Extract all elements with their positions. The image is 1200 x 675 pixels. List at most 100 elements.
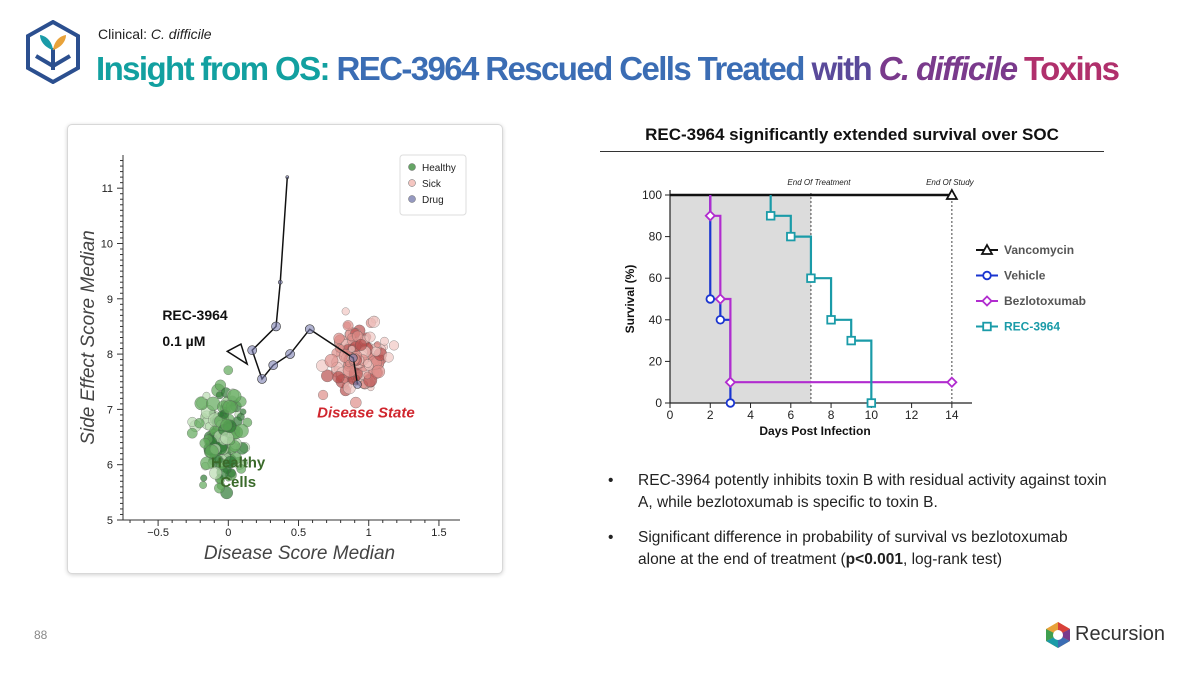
drug-trajectory-line xyxy=(251,177,359,385)
legend-label: Bezlotoxumab xyxy=(1004,294,1086,308)
recursion-hexagon-icon xyxy=(1046,622,1070,648)
rec-3964-marker xyxy=(786,231,796,242)
bullet-text: REC-3964 potently inhibits toxin B with … xyxy=(638,472,1107,511)
healthy-cells-annotation: Healthy xyxy=(211,454,266,471)
rec-3964-marker xyxy=(866,398,877,408)
healthy-point xyxy=(239,408,247,416)
drug-point xyxy=(247,345,257,356)
bullet-point: • REC-3964 potently inhibits toxin B wit… xyxy=(608,470,1128,516)
drug-point xyxy=(285,175,290,179)
sick-point xyxy=(383,352,394,363)
title-toxins: Toxins xyxy=(1016,50,1120,87)
x-tick-label: 1.5 xyxy=(431,527,446,539)
rec-3964-marker xyxy=(846,335,856,346)
title-organism: C. difficile xyxy=(878,50,1018,87)
y-tick-label: 5 xyxy=(107,515,113,527)
legend-marker xyxy=(982,321,992,332)
healthy-point xyxy=(200,456,214,470)
survival-curve-chart: End Of Treatment End Of Study 0 2 4 6 8 10 12 14 0… xyxy=(623,178,1086,438)
bezlotoxumab-marker xyxy=(946,376,958,388)
healthy-point xyxy=(236,464,247,474)
brand-name: Recursion xyxy=(1075,623,1166,645)
sick-point xyxy=(374,341,381,348)
sick-point xyxy=(333,332,345,344)
sick-point xyxy=(342,320,354,332)
rec-3964-marker xyxy=(765,211,776,221)
legend-box xyxy=(399,154,467,216)
drug-point xyxy=(304,324,315,335)
sick-point xyxy=(371,346,382,357)
healthy-point xyxy=(223,365,234,376)
rec-3964-series: REC-3964 xyxy=(765,195,1060,408)
bullet-marker: • xyxy=(608,472,614,489)
treatment-period-shading xyxy=(670,195,811,403)
sick-point xyxy=(363,359,373,368)
p-value: p<0.001 xyxy=(845,551,903,568)
x-tick-label: 8 xyxy=(828,408,835,422)
survival-chart-title: REC-3964 significantly extended survival… xyxy=(645,125,1059,144)
y-tick-label: 11 xyxy=(102,183,113,195)
y-tick-label: 6 xyxy=(107,460,113,472)
page-number: 88 xyxy=(34,628,48,642)
disease-score-scatter-chart: −0.5 0 0.5 1 1.5 5 6 7 8 9 10 11 Disease Score Media… xyxy=(78,154,467,564)
legend-marker xyxy=(408,179,416,187)
legend-marker xyxy=(981,295,993,307)
bezlotoxumab-marker xyxy=(704,210,717,222)
sick-point xyxy=(363,371,372,380)
sick-point xyxy=(350,396,362,409)
y-tick-label: 9 xyxy=(107,294,113,306)
reference-line-label: End Of Treatment xyxy=(787,178,851,187)
x-axis-label: Disease Score Median xyxy=(204,543,395,564)
vehicle-marker xyxy=(705,294,715,304)
legend-label: REC-3964 xyxy=(1004,320,1060,334)
title-divider xyxy=(600,151,1104,152)
healthy-point xyxy=(217,411,225,418)
legend-label: Vehicle xyxy=(1004,269,1046,283)
healthy-point xyxy=(186,427,198,439)
x-tick-label: 10 xyxy=(865,408,879,422)
healthy-point xyxy=(202,391,211,400)
legend-marker xyxy=(982,270,992,281)
bullet-marker: • xyxy=(608,529,614,546)
disease-score-scatter-panel: −0.5 0 0.5 1 1.5 5 6 7 8 9 10 11 Disease Score Media… xyxy=(67,124,503,574)
bullet-point: • Significant difference in probability … xyxy=(608,527,1128,573)
healthy-point xyxy=(199,481,208,489)
bullet-text: Significant difference in probability of… xyxy=(638,527,1108,571)
sick-point xyxy=(317,389,329,401)
legend-marker xyxy=(408,195,416,203)
healthy-point xyxy=(204,444,219,459)
healthy-point xyxy=(222,400,237,415)
x-tick-label: 0 xyxy=(225,527,231,539)
page-title: Insight from OS: REC-3964 Rescued Cells … xyxy=(96,47,1120,91)
healthy-point xyxy=(209,466,223,480)
healthy-point xyxy=(220,418,233,432)
y-tick-label: 100 xyxy=(642,188,662,202)
x-tick-label: −0.5 xyxy=(147,527,169,539)
legend-marker xyxy=(980,243,994,255)
healthy-point xyxy=(214,379,227,391)
legend-label: Healthy xyxy=(422,163,456,174)
healthy-point xyxy=(220,431,234,445)
healthy-point xyxy=(214,482,225,494)
sick-point xyxy=(364,331,376,343)
drug-point xyxy=(257,374,267,384)
drug-name-annotation: REC-3964 xyxy=(162,307,228,323)
section-breadcrumb: Clinical: C. difficile xyxy=(98,26,212,42)
rec-3964-marker xyxy=(826,315,836,325)
x-tick-label: 4 xyxy=(747,408,754,422)
y-tick-label: 7 xyxy=(107,404,113,416)
sick-point xyxy=(341,307,350,316)
reference-line-label: End Of Study xyxy=(926,178,975,187)
healthy-point xyxy=(200,474,208,482)
sick-point xyxy=(367,315,381,328)
drug-point xyxy=(353,380,362,389)
healthy-point xyxy=(194,418,205,429)
legend-marker xyxy=(408,163,416,171)
breadcrumb-organism: C. difficile xyxy=(150,26,212,42)
healthy-point xyxy=(215,391,224,400)
sick-point xyxy=(348,345,356,353)
drug-point xyxy=(285,349,295,359)
drug-point xyxy=(277,279,283,285)
legend-label: Drug xyxy=(422,195,444,206)
scatter-legend: Healthy Sick Drug xyxy=(399,154,467,216)
